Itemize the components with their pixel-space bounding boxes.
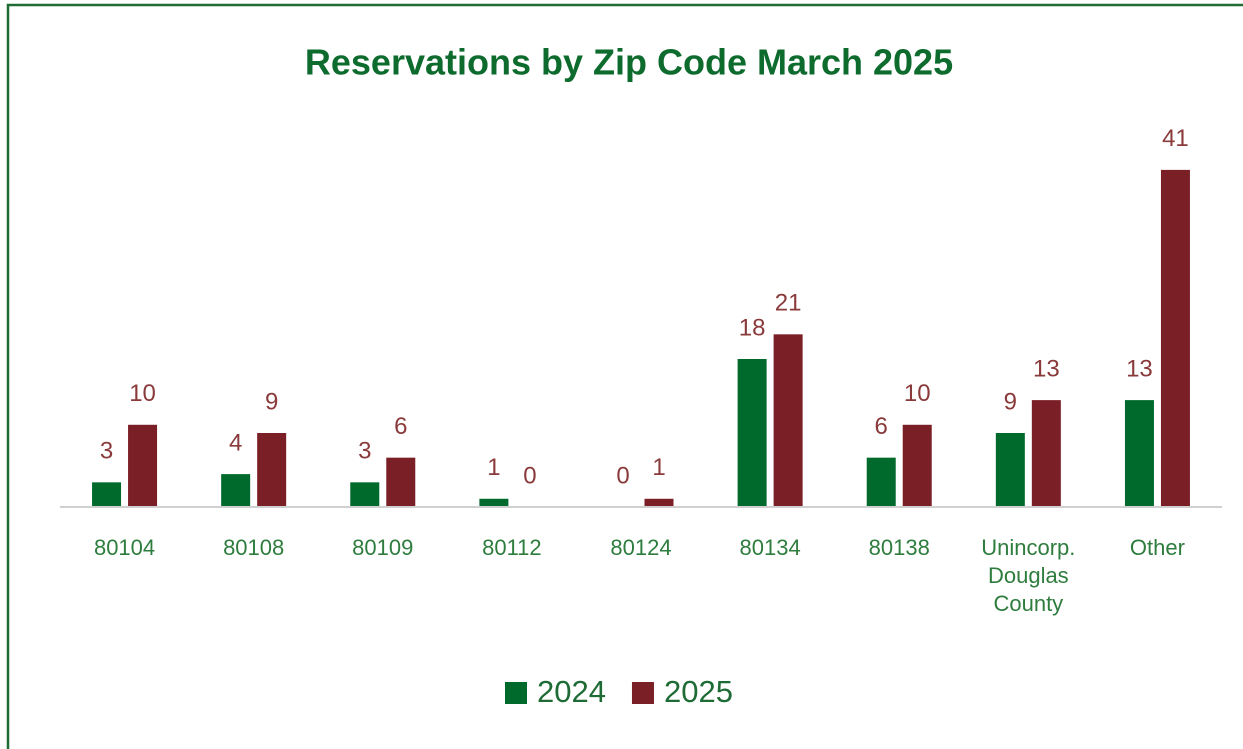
legend-swatch: [505, 682, 527, 704]
bar: [1124, 400, 1154, 507]
data-label: 0: [616, 462, 629, 489]
data-label: 21: [775, 290, 802, 317]
bar: [773, 334, 803, 507]
x-tick-label: 80108: [223, 535, 285, 560]
x-tick-label: 80109: [352, 535, 414, 560]
data-label: 0: [523, 462, 536, 489]
bar: [737, 359, 767, 507]
data-label: 6: [394, 413, 407, 440]
data-label: 1: [487, 454, 500, 481]
data-label: 41: [1162, 125, 1189, 152]
data-label: 18: [739, 314, 766, 341]
data-label: 3: [358, 438, 371, 465]
chart-title: Reservations by Zip Code March 2025: [305, 42, 953, 83]
bar: [350, 482, 380, 507]
legend-label: 2025: [664, 674, 733, 709]
data-label: 13: [1126, 355, 1153, 382]
data-label: 3: [100, 438, 113, 465]
bar: [128, 424, 158, 507]
data-label: 6: [875, 413, 888, 440]
bar: [386, 457, 416, 507]
bar: [995, 433, 1025, 507]
frame: [6, 3, 1243, 749]
legend-swatch: [631, 682, 654, 704]
data-label: 4: [229, 429, 242, 456]
data-label: 1: [652, 454, 665, 481]
x-tick-label: 80124: [610, 535, 672, 560]
x-tick-label: Unincorp. Douglas County: [981, 535, 1076, 616]
bar: [902, 424, 932, 507]
data-label: 10: [129, 380, 156, 407]
data-label: 9: [1004, 388, 1017, 415]
x-tick-label: 80112: [482, 535, 542, 560]
bar: [866, 457, 896, 507]
x-tick-label: 80104: [93, 535, 156, 560]
data-label: 10: [904, 380, 931, 407]
x-tick-label: 80134: [739, 535, 801, 560]
bar: [92, 482, 122, 507]
x-tick-label: 80138: [868, 535, 930, 560]
bar: [1160, 169, 1190, 507]
x-tick-label: Other: [1129, 535, 1185, 560]
bar: [1031, 400, 1061, 507]
data-label: 13: [1033, 355, 1060, 382]
data-label: 9: [265, 388, 278, 415]
bar: [257, 433, 287, 507]
legend-label: 2024: [537, 674, 606, 709]
bar: [221, 474, 251, 507]
bar: [479, 498, 509, 507]
bar: [644, 498, 674, 507]
